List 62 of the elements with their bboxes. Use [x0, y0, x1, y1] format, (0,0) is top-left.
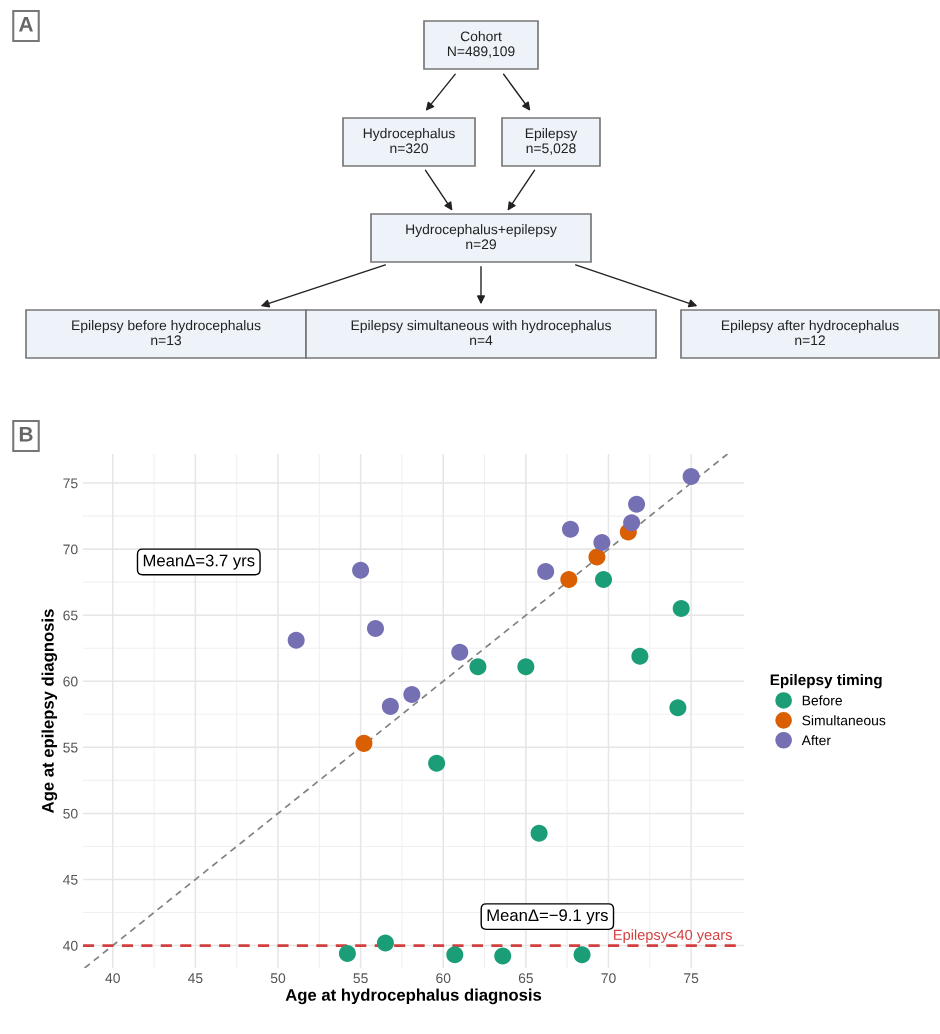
x-tick-label: 50 [270, 973, 286, 984]
point [682, 467, 700, 485]
point [366, 619, 384, 637]
text: Epilepsy n=5,028 [525, 128, 578, 155]
point [595, 571, 613, 589]
y-tick-label: 75 [63, 478, 78, 489]
x-tick-label: 45 [187, 973, 203, 984]
text: Hydrocephalus n=320 [363, 128, 455, 154]
point [530, 824, 548, 842]
text: Epilepsy simultaneous with hydrocephalus n=4 [351, 320, 611, 346]
point [593, 534, 611, 552]
point [403, 685, 421, 703]
point [517, 658, 535, 676]
point [573, 946, 591, 964]
legend-label: After [801, 735, 831, 746]
point [631, 647, 649, 665]
x-axis-title: Age at hydrocephalus diagnosis [285, 988, 542, 1005]
text: Cohort N=489,109 [447, 31, 515, 58]
point [561, 520, 579, 538]
legend-title: Epilepsy timing [770, 674, 882, 689]
x-tick-label: 75 [684, 973, 699, 984]
ref-line-label: Epilepsy<40 years [614, 929, 732, 943]
point [287, 631, 305, 649]
point [672, 600, 690, 618]
point [537, 563, 555, 581]
y-tick-label: 50 [63, 808, 78, 819]
y-tick-label: 60 [63, 676, 78, 687]
y-tick-label: 55 [63, 742, 78, 753]
text: Epilepsy after hydrocephalus n=12 [721, 320, 899, 346]
point [446, 946, 464, 964]
point [560, 571, 578, 589]
point [338, 944, 356, 962]
x-tick-label: 40 [105, 973, 120, 984]
y-axis-title: Age at epilepsy diagnosis [41, 609, 58, 813]
x-tick-label: 70 [601, 973, 616, 984]
text: B [19, 427, 33, 442]
point [428, 754, 446, 772]
y-tick-label: 40 [63, 940, 78, 951]
x-tick-label: 55 [353, 973, 368, 984]
text: Hydrocephalus+epilepsy n=29 [406, 224, 557, 250]
legend-label: Before [802, 695, 842, 706]
y-tick-label: 65 [63, 610, 78, 621]
text: A [18, 17, 33, 32]
x-tick-label: 65 [518, 973, 534, 984]
point [381, 697, 399, 715]
text: Epilepsy before hydrocephalus n=13 [72, 320, 261, 346]
annotation: MeanΔ=3.7 yrs [143, 554, 255, 570]
point [355, 734, 373, 752]
point [588, 548, 606, 566]
point [669, 699, 687, 717]
x-tick-label: 60 [436, 973, 451, 984]
y-tick-label: 45 [63, 874, 78, 885]
point [623, 514, 641, 532]
point [628, 495, 646, 513]
legend-label: Simultaneous [802, 715, 886, 726]
annotation: MeanΔ=−9.1 yrs [487, 909, 608, 925]
point [451, 643, 469, 661]
point [376, 934, 394, 952]
y-tick-label: 70 [63, 544, 78, 555]
point [469, 658, 487, 676]
point [494, 947, 512, 965]
point [352, 561, 370, 579]
